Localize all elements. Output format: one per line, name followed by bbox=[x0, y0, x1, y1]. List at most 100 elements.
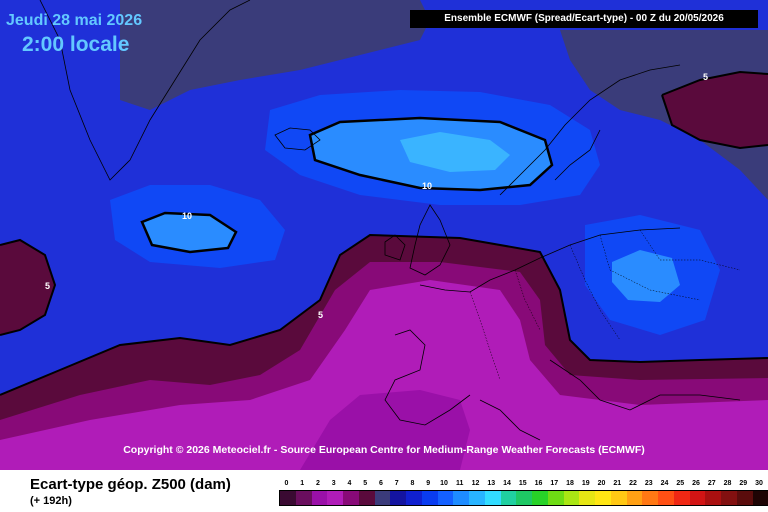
copyright-notice: Copyright © 2026 Meteociel.fr - Source E… bbox=[123, 444, 645, 456]
scale-swatch-3 bbox=[327, 491, 343, 505]
scale-swatch-21 bbox=[610, 491, 627, 505]
spread-band-5-russia bbox=[662, 72, 768, 148]
contour-label-5-atlantic: 5 bbox=[318, 310, 324, 320]
coastline-british-isles bbox=[384, 204, 451, 276]
scale-tick-1: 1 bbox=[300, 480, 305, 487]
scale-swatch-4 bbox=[343, 491, 359, 505]
spread-band-2-south bbox=[300, 390, 470, 470]
contour-label-10-iceland: 10 bbox=[422, 181, 433, 191]
spread-band-10-atlantic bbox=[142, 213, 236, 252]
country-borders bbox=[469, 229, 741, 381]
scale-tick-10: 10 bbox=[440, 480, 448, 487]
scale-tick-28: 28 bbox=[723, 480, 732, 487]
contour-label-5-west: 5 bbox=[45, 281, 51, 291]
scale-tick-4: 4 bbox=[347, 480, 352, 487]
scale-tick-0: 0 bbox=[284, 480, 289, 487]
scale-swatch-0 bbox=[280, 491, 296, 505]
scale-tick-27: 27 bbox=[707, 480, 716, 487]
scale-swatch-7 bbox=[390, 491, 406, 505]
coastline-iceland bbox=[274, 127, 321, 151]
scale-tick-15: 15 bbox=[518, 480, 527, 487]
scale-swatch-10 bbox=[437, 491, 454, 505]
coastline-greenland bbox=[39, 0, 251, 181]
spread-band-6-north bbox=[120, 0, 430, 110]
scale-tick-9: 9 bbox=[426, 480, 431, 487]
scale-swatch-17 bbox=[547, 491, 564, 505]
scale-swatch-2 bbox=[311, 491, 328, 505]
scale-tick-5: 5 bbox=[363, 480, 368, 487]
scale-tick-7: 7 bbox=[394, 480, 399, 487]
contour-label-5-russia: 5 bbox=[703, 72, 709, 82]
scale-tick-21: 21 bbox=[613, 480, 622, 487]
coastlines bbox=[39, 0, 741, 441]
scale-tick-16: 16 bbox=[534, 480, 543, 487]
scale-tick-22: 22 bbox=[629, 480, 637, 487]
scale-tick-30: 30 bbox=[755, 480, 763, 487]
scale-swatch-27 bbox=[705, 491, 721, 505]
scale-swatch-12 bbox=[469, 491, 485, 505]
spread-band-10-europe bbox=[612, 250, 680, 302]
scale-tick-23: 23 bbox=[644, 480, 653, 487]
scale-swatch-26 bbox=[689, 491, 706, 505]
scale-swatch-1 bbox=[295, 491, 312, 505]
scale-swatch-20 bbox=[595, 491, 611, 505]
scale-swatch-11 bbox=[453, 491, 469, 505]
scale-swatch-9 bbox=[421, 491, 438, 505]
map-panel: Jeudi 28 mai 2026 2:00 locale Ensemble E… bbox=[0, 0, 768, 470]
scale-swatch-18 bbox=[563, 491, 580, 505]
scale-swatch-25 bbox=[673, 491, 690, 505]
scale-tick-6: 6 bbox=[379, 480, 383, 487]
spread-band-11-iceland bbox=[400, 132, 510, 172]
scale-swatch-22 bbox=[626, 491, 643, 505]
scale-swatch-19 bbox=[579, 491, 595, 505]
spread-map bbox=[0, 0, 768, 470]
coastline-europe bbox=[384, 227, 741, 441]
contour-line-10-atlantic bbox=[140, 211, 238, 254]
scale-tick-11: 11 bbox=[456, 480, 464, 487]
scale-tick-26: 26 bbox=[692, 480, 700, 487]
scale-swatch-8 bbox=[406, 491, 422, 505]
legend-title: Ecart-type géop. Z500 (dam) bbox=[30, 476, 231, 493]
scale-swatch-23 bbox=[642, 491, 658, 505]
contour-line-5-west bbox=[0, 238, 57, 336]
scale-tick-29: 29 bbox=[739, 480, 748, 487]
scale-swatch-5 bbox=[358, 491, 375, 505]
scale-swatch-29 bbox=[736, 491, 753, 505]
scale-tick-8: 8 bbox=[410, 480, 415, 487]
color-scale-ticks: 0 1 2 3 4 5 6 7 8 9 10 11 12 13 14 15 16 17 18 19 20 21 22 23 24… bbox=[279, 479, 763, 489]
scale-tick-20: 20 bbox=[597, 480, 606, 487]
scale-tick-17: 17 bbox=[550, 480, 559, 487]
scale-swatch-16 bbox=[532, 491, 548, 505]
scale-swatch-14 bbox=[500, 491, 517, 505]
spread-band-3-south bbox=[0, 280, 768, 470]
scale-swatch-28 bbox=[721, 491, 737, 505]
spread-band-6-northeast bbox=[560, 30, 768, 200]
color-scale-bar bbox=[279, 490, 768, 506]
scale-tick-25: 25 bbox=[676, 480, 685, 487]
scale-tick-3: 3 bbox=[331, 480, 336, 487]
model-info-banner: Ensemble ECMWF (Spread/Ecart-type) - 00 … bbox=[410, 10, 758, 28]
forecast-local-time: 2:00 locale bbox=[22, 33, 130, 56]
scale-tick-18: 18 bbox=[566, 480, 574, 487]
scale-tick-13: 13 bbox=[487, 480, 496, 487]
spread-band-5-west bbox=[0, 240, 55, 335]
contour-line-5-south bbox=[0, 233, 768, 396]
scale-swatch-6 bbox=[374, 491, 391, 505]
scale-tick-12: 12 bbox=[471, 480, 480, 487]
scale-tick-24: 24 bbox=[660, 480, 669, 487]
scale-swatch-15 bbox=[516, 491, 532, 505]
contour-line-5-russia bbox=[661, 70, 768, 150]
coastline-scandinavia bbox=[499, 64, 681, 196]
contour-label-10-atlantic: 10 bbox=[182, 211, 193, 221]
scale-swatch-24 bbox=[658, 491, 674, 505]
contour-line-10-iceland bbox=[308, 116, 554, 192]
scale-swatch-13 bbox=[484, 491, 501, 505]
scale-tick-19: 19 bbox=[581, 480, 590, 487]
forecast-date: Jeudi 28 mai 2026 bbox=[6, 12, 143, 29]
border-lines bbox=[469, 229, 741, 381]
scale-swatch-30 bbox=[752, 491, 768, 505]
scale-tick-2: 2 bbox=[316, 480, 320, 487]
legend-subtitle: (+ 192h) bbox=[30, 495, 72, 507]
scale-tick-14: 14 bbox=[503, 480, 511, 487]
